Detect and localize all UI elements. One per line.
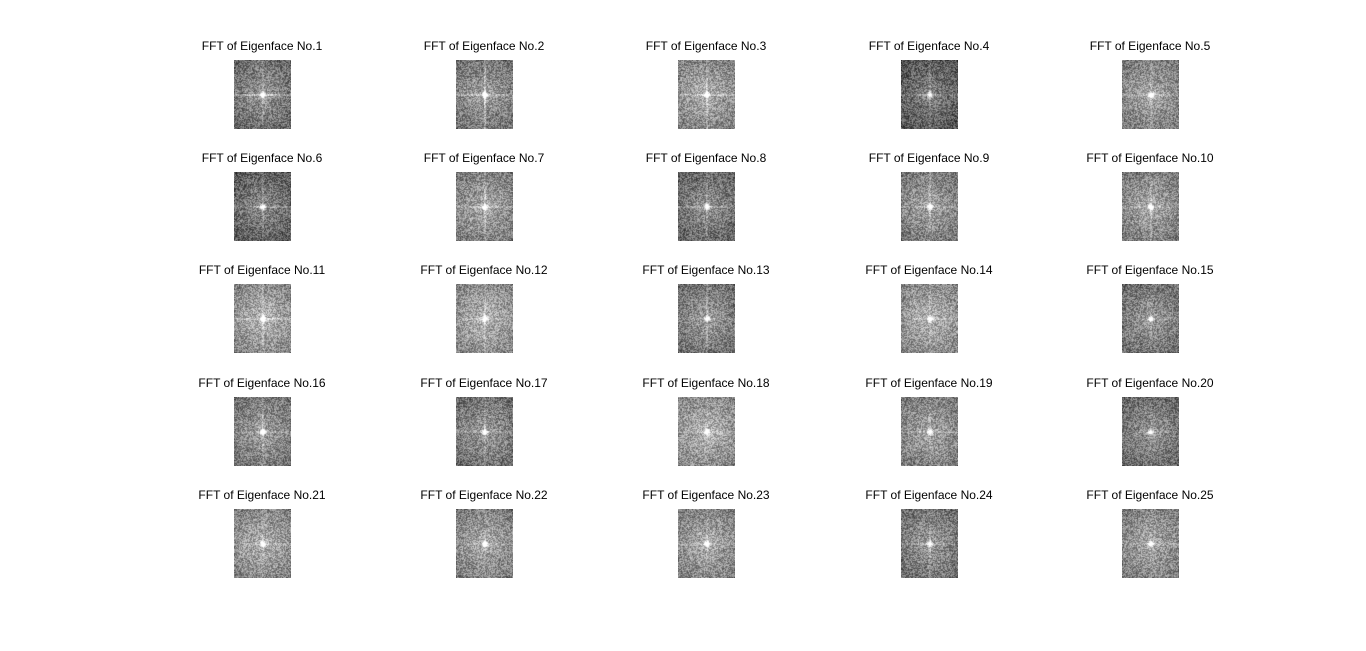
subplot-title: FFT of Eigenface No.14 [865, 263, 993, 277]
subplot: FFT of Eigenface No.10 [1050, 151, 1250, 251]
fft-spectrum-image [456, 60, 513, 129]
fft-spectrum-image [1122, 509, 1179, 578]
subplot-title: FFT of Eigenface No.15 [1086, 263, 1214, 277]
subplot-title: FFT of Eigenface No.18 [642, 376, 770, 390]
subplot-title: FFT of Eigenface No.5 [1089, 39, 1211, 53]
subplot: FFT of Eigenface No.19 [829, 376, 1029, 476]
subplot-title: FFT of Eigenface No.6 [201, 151, 323, 165]
subplot: FFT of Eigenface No.1 [162, 39, 362, 139]
subplot: FFT of Eigenface No.6 [162, 151, 362, 251]
fft-spectrum-image [678, 60, 735, 129]
fft-spectrum-image [901, 397, 958, 466]
subplot-title: FFT of Eigenface No.17 [420, 376, 548, 390]
fft-spectrum-image [901, 284, 958, 353]
subplot-title: FFT of Eigenface No.3 [645, 39, 767, 53]
subplot: FFT of Eigenface No.11 [162, 263, 362, 363]
subplot-title: FFT of Eigenface No.13 [642, 263, 770, 277]
fft-spectrum-image [1122, 397, 1179, 466]
subplot: FFT of Eigenface No.13 [606, 263, 806, 363]
subplot-title: FFT of Eigenface No.24 [865, 488, 993, 502]
subplot: FFT of Eigenface No.17 [384, 376, 584, 476]
subplot: FFT of Eigenface No.12 [384, 263, 584, 363]
fft-spectrum-image [901, 172, 958, 241]
fft-spectrum-image [678, 509, 735, 578]
subplot-title: FFT of Eigenface No.16 [198, 376, 326, 390]
fft-spectrum-image [234, 60, 291, 129]
subplot-title: FFT of Eigenface No.10 [1086, 151, 1214, 165]
fft-spectrum-image [901, 509, 958, 578]
subplot-title: FFT of Eigenface No.8 [645, 151, 767, 165]
subplot-title: FFT of Eigenface No.21 [198, 488, 326, 502]
subplot: FFT of Eigenface No.3 [606, 39, 806, 139]
subplot-title: FFT of Eigenface No.22 [420, 488, 548, 502]
subplot: FFT of Eigenface No.5 [1050, 39, 1250, 139]
fft-spectrum-image [678, 172, 735, 241]
fft-spectrum-image [234, 509, 291, 578]
subplot: FFT of Eigenface No.21 [162, 488, 362, 588]
fft-spectrum-image [456, 509, 513, 578]
subplot: FFT of Eigenface No.2 [384, 39, 584, 139]
subplot-title: FFT of Eigenface No.11 [198, 263, 326, 277]
subplot: FFT of Eigenface No.24 [829, 488, 1029, 588]
subplot-title: FFT of Eigenface No.1 [201, 39, 323, 53]
fft-spectrum-image [901, 60, 958, 129]
fft-spectrum-image [1122, 60, 1179, 129]
subplot: FFT of Eigenface No.16 [162, 376, 362, 476]
fft-spectrum-image [456, 397, 513, 466]
subplot-title: FFT of Eigenface No.9 [868, 151, 990, 165]
subplot: FFT of Eigenface No.9 [829, 151, 1029, 251]
subplot: FFT of Eigenface No.4 [829, 39, 1029, 139]
subplot: FFT of Eigenface No.18 [606, 376, 806, 476]
subplot-title: FFT of Eigenface No.23 [642, 488, 770, 502]
fft-spectrum-image [678, 284, 735, 353]
fft-spectrum-image [234, 172, 291, 241]
fft-spectrum-image [1122, 172, 1179, 241]
subplot-title: FFT of Eigenface No.4 [868, 39, 990, 53]
subplot: FFT of Eigenface No.7 [384, 151, 584, 251]
subplot: FFT of Eigenface No.15 [1050, 263, 1250, 363]
fft-spectrum-image [456, 284, 513, 353]
fft-spectrum-image [234, 397, 291, 466]
subplot: FFT of Eigenface No.14 [829, 263, 1029, 363]
subplot-title: FFT of Eigenface No.12 [420, 263, 548, 277]
subplot: FFT of Eigenface No.22 [384, 488, 584, 588]
subplot: FFT of Eigenface No.25 [1050, 488, 1250, 588]
fft-spectrum-image [678, 397, 735, 466]
subplot: FFT of Eigenface No.20 [1050, 376, 1250, 476]
fft-spectrum-image [1122, 284, 1179, 353]
subplot: FFT of Eigenface No.8 [606, 151, 806, 251]
subplot-title: FFT of Eigenface No.25 [1086, 488, 1214, 502]
subplot-title: FFT of Eigenface No.7 [423, 151, 545, 165]
subplot-title: FFT of Eigenface No.20 [1086, 376, 1214, 390]
subplot: FFT of Eigenface No.23 [606, 488, 806, 588]
fft-spectrum-image [234, 284, 291, 353]
subplot-title: FFT of Eigenface No.19 [865, 376, 993, 390]
fft-spectrum-image [456, 172, 513, 241]
subplot-title: FFT of Eigenface No.2 [423, 39, 545, 53]
